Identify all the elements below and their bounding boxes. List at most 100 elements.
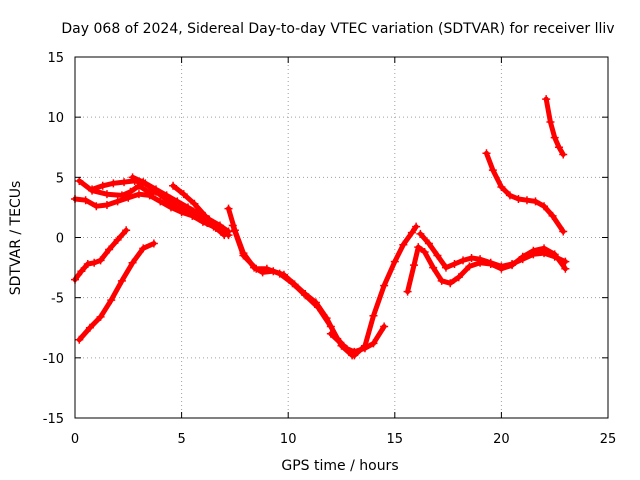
data-point (416, 229, 425, 238)
data-point (126, 187, 135, 196)
x-tick-label: 25 (600, 432, 617, 447)
data-point (301, 291, 310, 300)
data-point (360, 341, 369, 350)
data-point (529, 250, 538, 259)
data-point (124, 193, 133, 202)
data-point (211, 223, 220, 232)
data-point (96, 312, 105, 321)
data-point (476, 255, 485, 264)
x-tick-label: 10 (280, 432, 297, 447)
data-point (107, 296, 116, 305)
data-point (446, 279, 455, 288)
series-sat-j (328, 224, 419, 358)
x-tick-label: 15 (387, 432, 404, 447)
data-point (390, 257, 399, 266)
data-point (75, 335, 84, 344)
data-point (228, 221, 237, 230)
data-point (380, 281, 389, 290)
y-tick-label: -10 (43, 352, 64, 367)
x-tick-label: 5 (177, 432, 185, 447)
data-point (441, 263, 450, 272)
series-sat-l (417, 231, 568, 271)
data-point (437, 276, 446, 285)
data-point (339, 341, 348, 350)
series-sat-h (226, 206, 387, 355)
data-point (105, 245, 114, 254)
data-point (201, 211, 210, 220)
data-point (275, 269, 284, 278)
data-point (369, 311, 378, 320)
data-point (403, 287, 412, 296)
data-point (139, 244, 148, 253)
data-point (90, 258, 99, 267)
data-point (467, 253, 476, 262)
data-point (459, 256, 468, 265)
y-tick-label: 0 (56, 232, 64, 247)
data-point (546, 117, 555, 126)
data-point (433, 251, 442, 260)
data-point (508, 259, 517, 268)
y-tick-label: -15 (43, 412, 64, 427)
data-point (497, 182, 506, 191)
data-point (314, 303, 323, 312)
data-point (128, 173, 137, 182)
axis-ticks: 0 5 10 15 20 25 -15 -10 -5 0 5 10 15 (43, 51, 617, 447)
data-point (117, 276, 126, 285)
data-point (145, 191, 154, 200)
data-point (407, 228, 416, 237)
data-point (134, 190, 143, 199)
data-point (488, 166, 497, 175)
data-point (92, 202, 101, 211)
grid (75, 57, 608, 418)
data-point (120, 178, 129, 187)
data-point (288, 279, 297, 288)
data-point (450, 259, 459, 268)
data-point (179, 190, 188, 199)
series-sat-g (76, 241, 157, 343)
plot-frame (74, 56, 609, 419)
data-point (514, 194, 523, 203)
data-point (190, 199, 199, 208)
data-point (96, 256, 105, 265)
data-point (559, 227, 568, 236)
data-point (369, 339, 378, 348)
data-point (505, 191, 514, 200)
data-point (424, 239, 433, 248)
data-point (122, 226, 131, 235)
data-point (399, 240, 408, 249)
data-point (98, 181, 107, 190)
data-point (88, 185, 97, 194)
data-point (559, 150, 568, 159)
data-point (139, 178, 148, 187)
data-point (465, 262, 474, 271)
series-sat-m (484, 150, 566, 234)
data-point (85, 323, 94, 332)
data-point (220, 231, 229, 240)
series-sat-f (72, 227, 129, 283)
data-point (548, 211, 557, 220)
data-point (429, 263, 438, 272)
data-point (169, 181, 178, 190)
y-tick-label: 5 (56, 171, 64, 186)
data-point (414, 243, 423, 252)
data-point (550, 252, 559, 261)
data-point (128, 258, 137, 267)
data-point (152, 187, 161, 196)
y-tick-label: 10 (47, 111, 64, 126)
data-point (497, 262, 506, 271)
data-point (326, 329, 335, 338)
data-point (531, 197, 540, 206)
data-point (224, 204, 233, 213)
data-point (190, 211, 199, 220)
data-point (113, 197, 122, 206)
data-point (113, 235, 122, 244)
data-point (542, 95, 551, 104)
x-axis-label: GPS time / hours (281, 458, 398, 474)
data-point (262, 264, 271, 273)
y-axis-label: SDTVAR / TECUs (8, 181, 24, 296)
data-point (326, 322, 335, 331)
data-point (540, 202, 549, 211)
data-point (550, 133, 559, 142)
data-point (412, 222, 421, 231)
